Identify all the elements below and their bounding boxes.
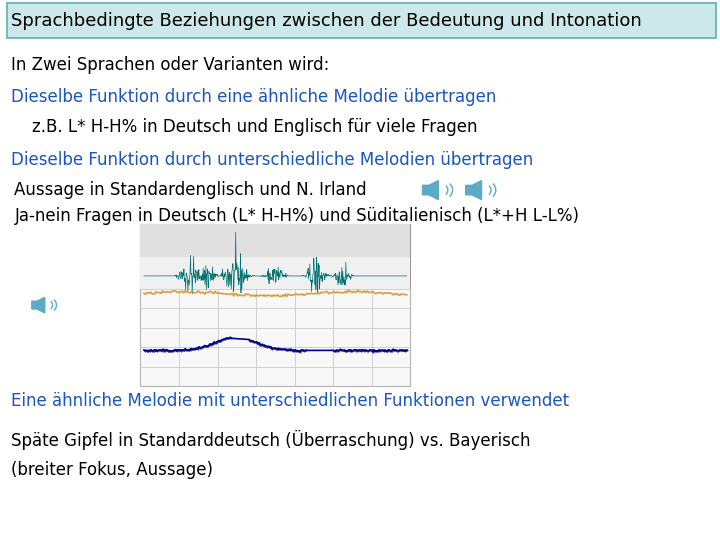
- FancyBboxPatch shape: [7, 3, 716, 38]
- Text: Sprachbedingte Beziehungen zwischen der Bedeutung und Intonation: Sprachbedingte Beziehungen zwischen der …: [11, 11, 642, 30]
- Text: Dieselbe Funktion durch unterschiedliche Melodien übertragen: Dieselbe Funktion durch unterschiedliche…: [11, 151, 533, 169]
- Text: Aussage in Standardenglisch und N. Irland: Aussage in Standardenglisch und N. Irlan…: [14, 181, 367, 199]
- Text: Späte Gipfel in Standarddeutsch (Überraschung) vs. Bayerisch: Späte Gipfel in Standarddeutsch (Überras…: [11, 430, 531, 450]
- Polygon shape: [423, 180, 438, 200]
- Polygon shape: [32, 298, 45, 313]
- FancyBboxPatch shape: [140, 256, 410, 289]
- Text: z.B. L* H-H% in Deutsch und Englisch für viele Fragen: z.B. L* H-H% in Deutsch und Englisch für…: [32, 118, 478, 137]
- FancyBboxPatch shape: [140, 224, 410, 386]
- FancyBboxPatch shape: [140, 224, 410, 256]
- Text: In Zwei Sprachen oder Varianten wird:: In Zwei Sprachen oder Varianten wird:: [11, 56, 329, 74]
- Polygon shape: [466, 180, 482, 200]
- Text: Eine ähnliche Melodie mit unterschiedlichen Funktionen verwendet: Eine ähnliche Melodie mit unterschiedlic…: [11, 392, 569, 410]
- Text: (breiter Fokus, Aussage): (breiter Fokus, Aussage): [11, 461, 213, 479]
- Text: Ja-nein Fragen in Deutsch (L* H-H%) und Süditalienisch (L*+H L-L%): Ja-nein Fragen in Deutsch (L* H-H%) und …: [14, 207, 580, 225]
- Text: Dieselbe Funktion durch eine ähnliche Melodie übertragen: Dieselbe Funktion durch eine ähnliche Me…: [11, 88, 496, 106]
